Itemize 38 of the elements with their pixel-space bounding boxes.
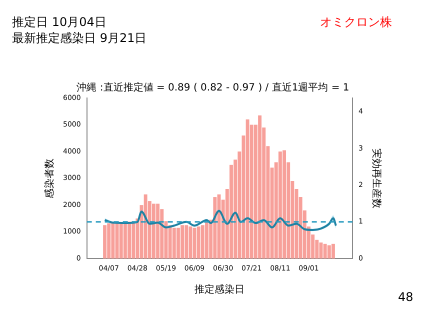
bar xyxy=(152,204,156,259)
bar xyxy=(188,226,192,259)
bar xyxy=(282,150,286,259)
bar xyxy=(115,222,119,259)
bar xyxy=(184,225,188,259)
bar xyxy=(319,242,323,259)
bar xyxy=(119,222,123,259)
bar xyxy=(132,221,136,259)
text: 推定日 10月04日 xyxy=(12,14,106,31)
text: 48 xyxy=(398,290,414,304)
bar xyxy=(196,226,200,259)
bar xyxy=(144,194,148,259)
x-axis-title: 推定感染日 xyxy=(194,284,245,296)
bar xyxy=(172,228,176,259)
bar xyxy=(156,204,160,259)
bar xyxy=(168,225,172,259)
bar xyxy=(176,228,180,259)
bar xyxy=(278,152,282,259)
bar xyxy=(103,225,107,259)
y-axis-title: 感染者数 xyxy=(44,158,56,198)
bar xyxy=(205,222,208,259)
bar xyxy=(327,245,331,259)
chart-title: 沖縄 :直近推定値 = 0.89 ( 0.82 - 0.97 ) / 直近1週平均 = 1 xyxy=(76,82,350,94)
text: オミクロン株 xyxy=(320,14,392,31)
bar xyxy=(323,244,327,259)
bar xyxy=(213,197,217,259)
bar xyxy=(128,222,131,259)
bar xyxy=(192,228,196,259)
bar xyxy=(111,222,115,259)
bar xyxy=(107,223,111,259)
y2-axis-title: 実効再生産数 xyxy=(370,148,382,208)
bar xyxy=(246,119,250,259)
bar xyxy=(200,225,204,259)
bar xyxy=(123,223,127,259)
bar xyxy=(258,115,262,259)
bar xyxy=(331,244,335,259)
bar xyxy=(180,225,184,259)
text: 最新推定感染日 9月21日 xyxy=(12,30,147,47)
